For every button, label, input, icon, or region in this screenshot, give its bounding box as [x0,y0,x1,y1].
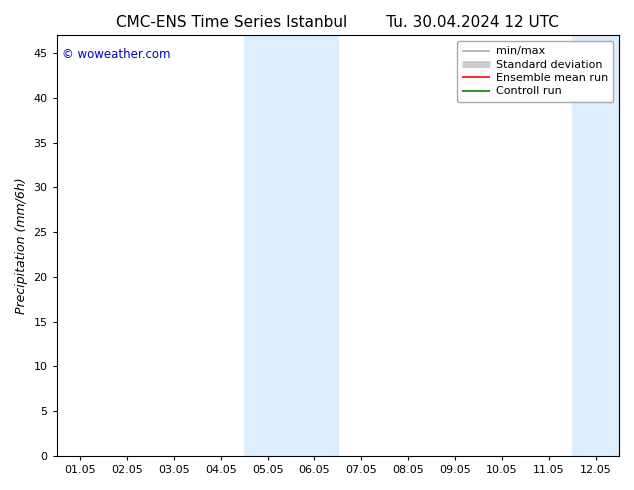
Bar [244,35,338,456]
Text: © woweather.com: © woweather.com [62,48,171,61]
Bar [572,35,634,456]
Legend: min/max, Standard deviation, Ensemble mean run, Controll run: min/max, Standard deviation, Ensemble me… [456,41,614,102]
Title: CMC-ENS Time Series Istanbul        Tu. 30.04.2024 12 UTC: CMC-ENS Time Series Istanbul Tu. 30.04.2… [117,15,559,30]
Y-axis label: Precipitation (mm/6h): Precipitation (mm/6h) [15,177,28,314]
